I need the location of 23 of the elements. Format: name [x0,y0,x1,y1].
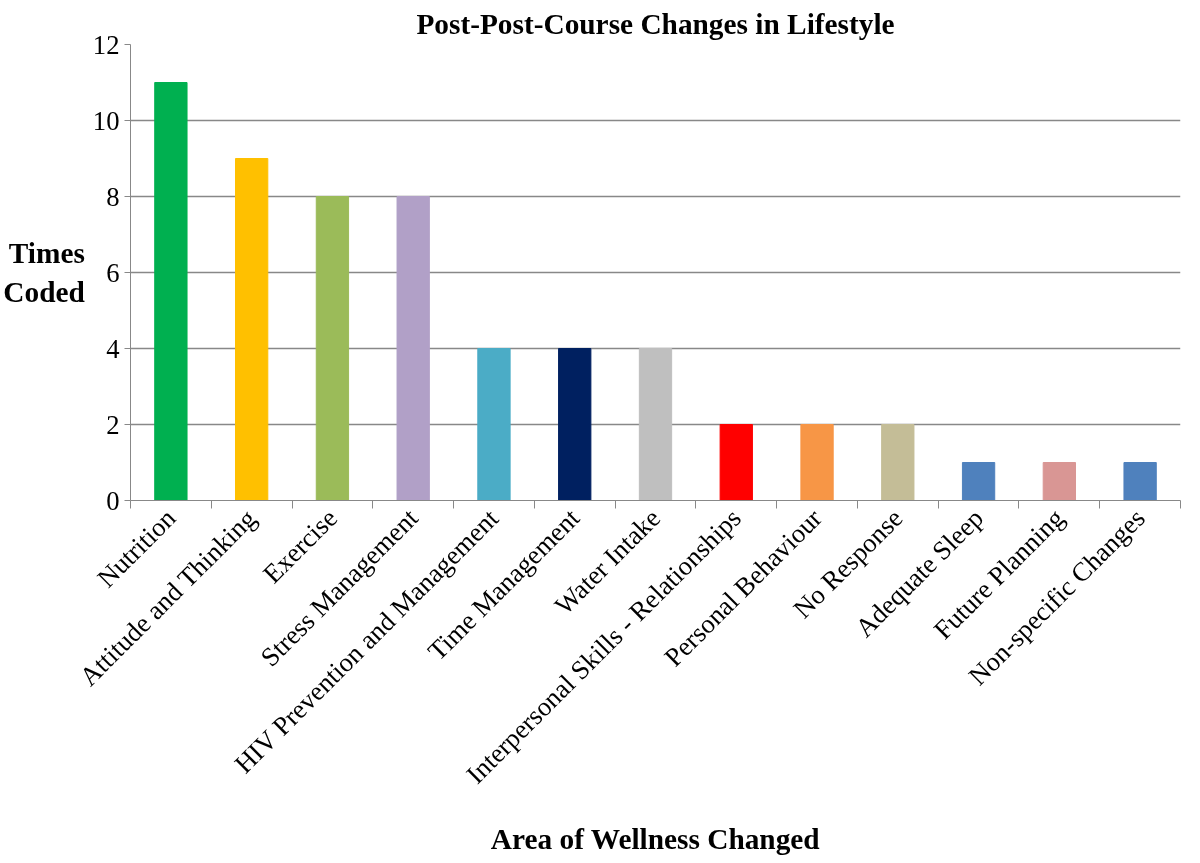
y-tick-label: 6 [106,257,120,288]
bar [881,424,915,501]
bar [1123,462,1157,501]
y-axis-title: Times Coded [3,237,85,308]
bar [961,462,996,501]
bar [396,196,430,501]
bar [315,196,350,501]
y-tick-label: 2 [106,409,120,440]
y-tick-label: 0 [106,485,120,516]
bar [800,424,834,501]
bar [477,348,511,501]
x-axis-title: Area of Wellness Changed [490,823,820,856]
bar [235,158,269,501]
bar [1042,462,1076,501]
bar [719,424,753,501]
bar [558,348,592,501]
bar [154,82,188,501]
y-tick-label: 4 [106,333,120,364]
y-tick-label: 10 [92,105,120,136]
y-tick-label: 8 [106,181,120,212]
chart-title: Post-Post-Course Changes in Lifestyle [416,7,895,40]
y-tick-label: 12 [92,29,120,60]
bar [638,348,673,501]
